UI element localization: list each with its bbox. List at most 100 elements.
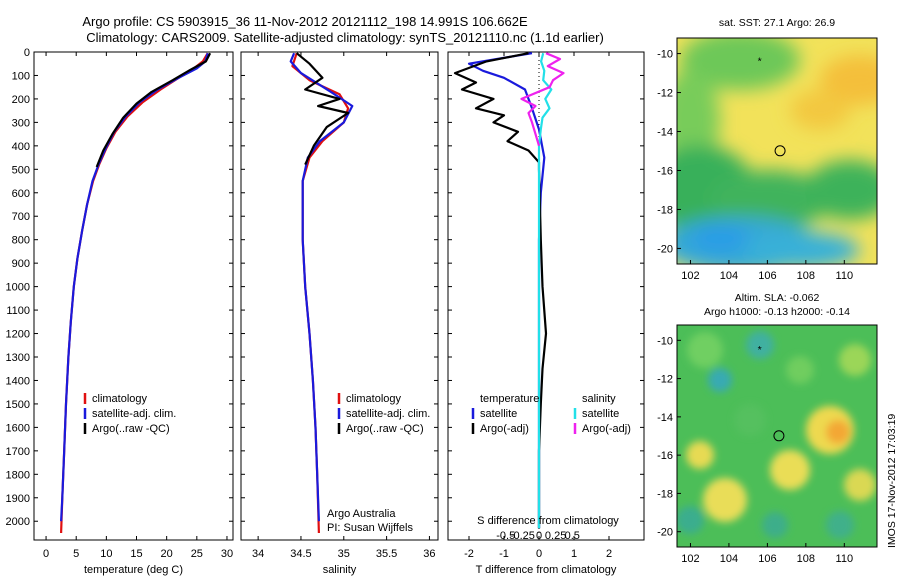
temperature-xtick-label: 30 [221, 548, 233, 560]
temperature-xtick-label: 25 [191, 548, 203, 560]
sst_map-star-marker: * [758, 55, 762, 67]
salinity-annotation-line1: Argo Australia [327, 508, 396, 520]
sst_map-argo-circle-marker [774, 145, 786, 157]
sla-map-image [677, 325, 877, 547]
sst-map: sat. SST: 27.1 Argo: 26.9 102 104 106 108 11… [657, 17, 878, 282]
temperature-ytick-label: 2000 [6, 516, 30, 528]
temperature-xtick-label: 0 [43, 548, 49, 560]
sla_map-ytick-label: -10 [657, 335, 673, 347]
temperature-ytick-label: 100 [12, 70, 30, 82]
sla_map-argo-circle-marker [773, 430, 785, 442]
sst-map-axes: 102 104 106 108 110 -10 -12 -14 -16 -18 -20 [657, 49, 853, 282]
difference-series-salinity-satellite [537, 52, 553, 529]
salinity-xtick-label: 36 [423, 548, 435, 560]
temperature-xtick-label: 5 [73, 548, 79, 560]
salinity-xtick-label: 35.5 [376, 548, 397, 560]
difference-panel: -2 -1 0 1 2 T difference from climatology temp… [447, 51, 645, 576]
temperature-xtick-label: 15 [130, 548, 142, 560]
temperature-legend-label: Argo(..raw -QC) [92, 423, 170, 435]
salinity-legend-label: satellite-adj. clim. [346, 408, 430, 420]
sla_map-xtick-label: 106 [758, 553, 776, 565]
temperature-xlabel: temperature (deg C) [84, 564, 183, 576]
temperature-series-argo-raw-qc- [95, 52, 212, 168]
difference-xtick-label: 1 [571, 548, 577, 560]
sla-map-axes: 102 104 106 108 110 -10 -12 -14 -16 -18 -20 [657, 335, 853, 565]
sst_map-xtick-label: 102 [681, 270, 699, 282]
sla-map-title: Altim. SLA: -0.062 [735, 292, 820, 304]
temperature-ytick-label: 1900 [6, 493, 30, 505]
sla-map-markers: * [758, 344, 785, 442]
difference-xlabel: T difference from climatology [476, 564, 617, 576]
temperature-ytick-label: 1400 [6, 375, 30, 387]
header-title-line2: Climatology: CARS2009. Satellite-adjuste… [86, 30, 604, 45]
sla-map-subtitle: Argo h1000: -0.13 h2000: -0.14 [704, 306, 850, 318]
sla_map-ytick-label: -18 [657, 488, 673, 500]
salinity-legend-label: climatology [346, 393, 402, 405]
sst_map-ytick-label: -20 [657, 243, 673, 255]
salinity-annotation-line2: PI: Susan Wijffels [327, 522, 413, 534]
sst_map-ytick-label: -16 [657, 165, 673, 177]
salinity-xtick-label: 34.5 [290, 548, 311, 560]
sla_map-star-marker: * [758, 344, 762, 356]
difference-legend-label: satellite [582, 408, 619, 420]
difference-s-tick-label: -0.25 [510, 530, 535, 542]
temperature-ytick-label: 500 [12, 164, 30, 176]
sla_map-xtick-label: 102 [681, 553, 699, 565]
temperature-legend-label: satellite-adj. clim. [92, 408, 176, 420]
temperature-legend-label: climatology [92, 393, 148, 405]
temperature-ytick-label: 900 [12, 258, 30, 270]
salinity-xtick-label: 34 [252, 548, 264, 560]
temperature-ytick-label: 300 [12, 117, 30, 129]
temperature-ytick-label: 1100 [6, 305, 30, 317]
sla_map-ytick-label: -12 [657, 374, 673, 386]
salinity-axes-frame [240, 51, 439, 541]
sla_map-xtick-label: 110 [836, 553, 854, 565]
salinity-xlabel: salinity [323, 564, 357, 576]
difference-legend-label: Argo(-adj) [480, 423, 529, 435]
difference-s-tick-label: 0 [536, 530, 542, 542]
difference-series-salinity-argo-adj- [520, 52, 565, 147]
salinity-xtick-label: 35 [338, 548, 350, 560]
sst-map-markers: * [758, 55, 786, 157]
salinity-legend-label: Argo(..raw -QC) [346, 423, 424, 435]
header-title-line1: Argo profile: CS 5903915_36 11-Nov-2012 … [82, 14, 528, 29]
salinity-panel: 34 34.5 35 35.5 36 salinity climatology satelli… [240, 51, 439, 576]
sst_map-ytick-label: -18 [657, 204, 673, 216]
temperature-xtick-label: 20 [161, 548, 173, 560]
sst_map-ytick-label: -14 [657, 127, 673, 139]
temperature-ytick-label: 200 [12, 94, 30, 106]
temperature-ytick-label: 400 [12, 141, 30, 153]
temperature-ytick-label: 1800 [6, 469, 30, 481]
temperature-ytick-label: 1200 [6, 329, 30, 341]
sla_map-ytick-label: -14 [657, 412, 673, 424]
difference-xtick-label: 2 [606, 548, 612, 560]
difference-legend-salinity-title: salinity [582, 393, 616, 405]
sst-map-image [677, 38, 877, 264]
sst_map-xtick-label: 104 [720, 270, 738, 282]
difference-xtick-label: -1 [499, 548, 509, 560]
sst-map-frame [676, 37, 878, 265]
sla_map-ytick-label: -16 [657, 450, 673, 462]
salinity-series-satellite-adj-clim- [289, 52, 354, 522]
temperature-xtick-label: 10 [100, 548, 112, 560]
temperature-ytick-label: 600 [12, 188, 30, 200]
difference-legend-label: Argo(-adj) [582, 423, 631, 435]
temperature-ytick-label: 800 [12, 235, 30, 247]
salinity-series-argo-raw-qc- [296, 52, 350, 166]
temperature-ytick-label: 1500 [6, 399, 30, 411]
sla_map-xtick-label: 108 [797, 553, 815, 565]
temperature-panel: 0 5 10 15 20 25 300100200300400500600700800900… [6, 47, 234, 576]
sla-map: Altim. SLA: -0.062 Argo h1000: -0.13 h20… [657, 292, 878, 565]
sla_map-xtick-label: 104 [720, 553, 738, 565]
sst_map-xtick-label: 110 [836, 270, 854, 282]
imos-stamp: IMOS 17-Nov-2012 17:03:19 [886, 414, 898, 548]
difference-series-temperature-argo-adj- [453, 52, 548, 529]
difference-s-tick-label: -0.5 [496, 530, 515, 542]
temperature-series-climatology [60, 52, 209, 534]
temperature-series-satellite-adj-clim- [60, 52, 209, 522]
temperature-ytick-label: 1600 [6, 422, 30, 434]
sla-map-frame [676, 324, 878, 548]
difference-axes-frame [447, 51, 645, 541]
difference-s-tick-label: 0.5 [565, 530, 580, 542]
